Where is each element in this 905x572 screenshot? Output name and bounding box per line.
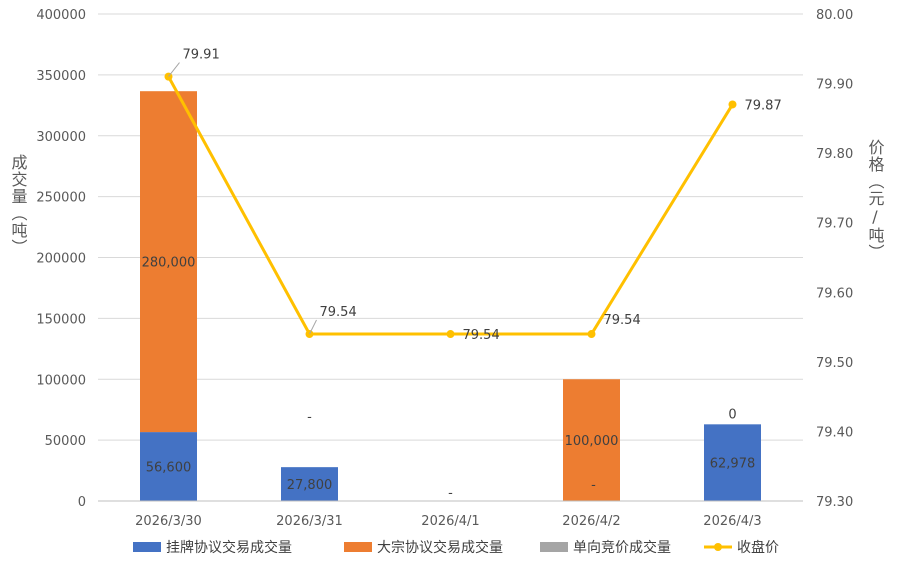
y-right-tick-label: 79.30 xyxy=(816,495,853,510)
bar-segment xyxy=(140,91,197,433)
y-left-tick-label: 0 xyxy=(78,495,86,510)
x-tick-label: 2026/3/31 xyxy=(276,514,343,529)
gridlines xyxy=(98,13,803,502)
bar-segment xyxy=(140,432,197,501)
bar-series xyxy=(140,91,761,501)
right-axis: 79.30 79.40 79.50 79.60 79.70 79.80 79.90 80.00… xyxy=(816,8,885,510)
line-data-label: 79.54 xyxy=(604,313,641,328)
y-right-tick-label: 79.50 xyxy=(816,356,853,371)
legend-label: 收盘价 xyxy=(737,539,779,556)
y-left-axis-title: 成交量（吨） xyxy=(9,154,28,256)
line-series xyxy=(164,72,737,339)
line-data-label: 79.54 xyxy=(320,305,357,320)
x-axis: 2026/3/30 2026/3/31 2026/4/1 2026/4/2 2026/4… xyxy=(98,500,803,529)
y-right-tick-label: 79.70 xyxy=(816,217,853,232)
y-left-tick-label: 300000 xyxy=(36,130,86,145)
bar-data-label: 56,600 xyxy=(146,461,192,476)
left-axis: 0 50000 100000 150000 200000 250000 300000 3500… xyxy=(9,8,87,510)
legend-swatch xyxy=(540,542,568,552)
bar-data-label: 100,000 xyxy=(565,434,619,449)
y-right-tick-label: 79.80 xyxy=(816,147,853,162)
closing-price-point xyxy=(728,100,737,109)
bar-data-label: 280,000 xyxy=(142,256,196,271)
legend-swatch xyxy=(344,542,372,552)
y-left-tick-label: 400000 xyxy=(36,8,86,23)
bar-segment xyxy=(281,467,338,501)
y-right-tick-label: 79.60 xyxy=(816,286,853,301)
line-label-leader xyxy=(309,319,317,335)
line-data-label: 79.87 xyxy=(745,98,782,113)
y-right-tick-label: 79.90 xyxy=(816,78,853,93)
line-data-label: 79.54 xyxy=(463,328,500,343)
data-labels: 56,600 27,800 - 62,978 280,000 - - 100,000 0 79.9… xyxy=(142,48,782,501)
bar-data-label: - xyxy=(307,410,312,425)
legend-label: 挂牌协议交易成交量 xyxy=(166,539,292,556)
y-right-tick-label: 79.40 xyxy=(816,425,853,440)
bar-data-label: 0 xyxy=(728,407,736,422)
y-left-tick-label: 150000 xyxy=(36,312,86,327)
y-left-tick-label: 200000 xyxy=(36,252,86,267)
legend-swatch xyxy=(133,542,161,552)
y-right-axis-title: 价格（元/吨） xyxy=(866,139,885,261)
y-left-tick-label: 50000 xyxy=(45,434,86,449)
legend-label: 单向竞价成交量 xyxy=(573,539,671,556)
legend: 挂牌协议交易成交量 大宗协议交易成交量 单向竞价成交量 收盘价 xyxy=(133,539,779,556)
y-left-tick-label: 250000 xyxy=(36,191,86,206)
y-right-tick-label: 80.00 xyxy=(816,8,853,23)
x-tick-label: 2026/4/2 xyxy=(562,514,620,529)
x-tick-label: 2026/4/3 xyxy=(703,514,761,529)
x-tick-label: 2026/4/1 xyxy=(421,514,479,529)
closing-price-point xyxy=(446,330,455,339)
legend-label: 大宗协议交易成交量 xyxy=(377,539,503,556)
closing-price-line xyxy=(167,75,734,336)
bar-data-label: - xyxy=(448,486,453,501)
closing-price-point xyxy=(587,330,596,339)
x-tick-label: 2026/3/30 xyxy=(135,514,202,529)
bar-data-label: - xyxy=(591,478,596,493)
y-left-tick-label: 100000 xyxy=(36,373,86,388)
legend-marker xyxy=(714,543,722,551)
y-left-tick-label: 350000 xyxy=(36,69,86,84)
bar-data-label: 62,978 xyxy=(710,457,756,472)
line-data-label: 79.91 xyxy=(183,48,220,63)
bar-segment xyxy=(563,379,620,501)
bar-data-label: 27,800 xyxy=(287,478,333,493)
line-label-leader xyxy=(168,62,180,77)
bar-segment xyxy=(704,424,761,501)
